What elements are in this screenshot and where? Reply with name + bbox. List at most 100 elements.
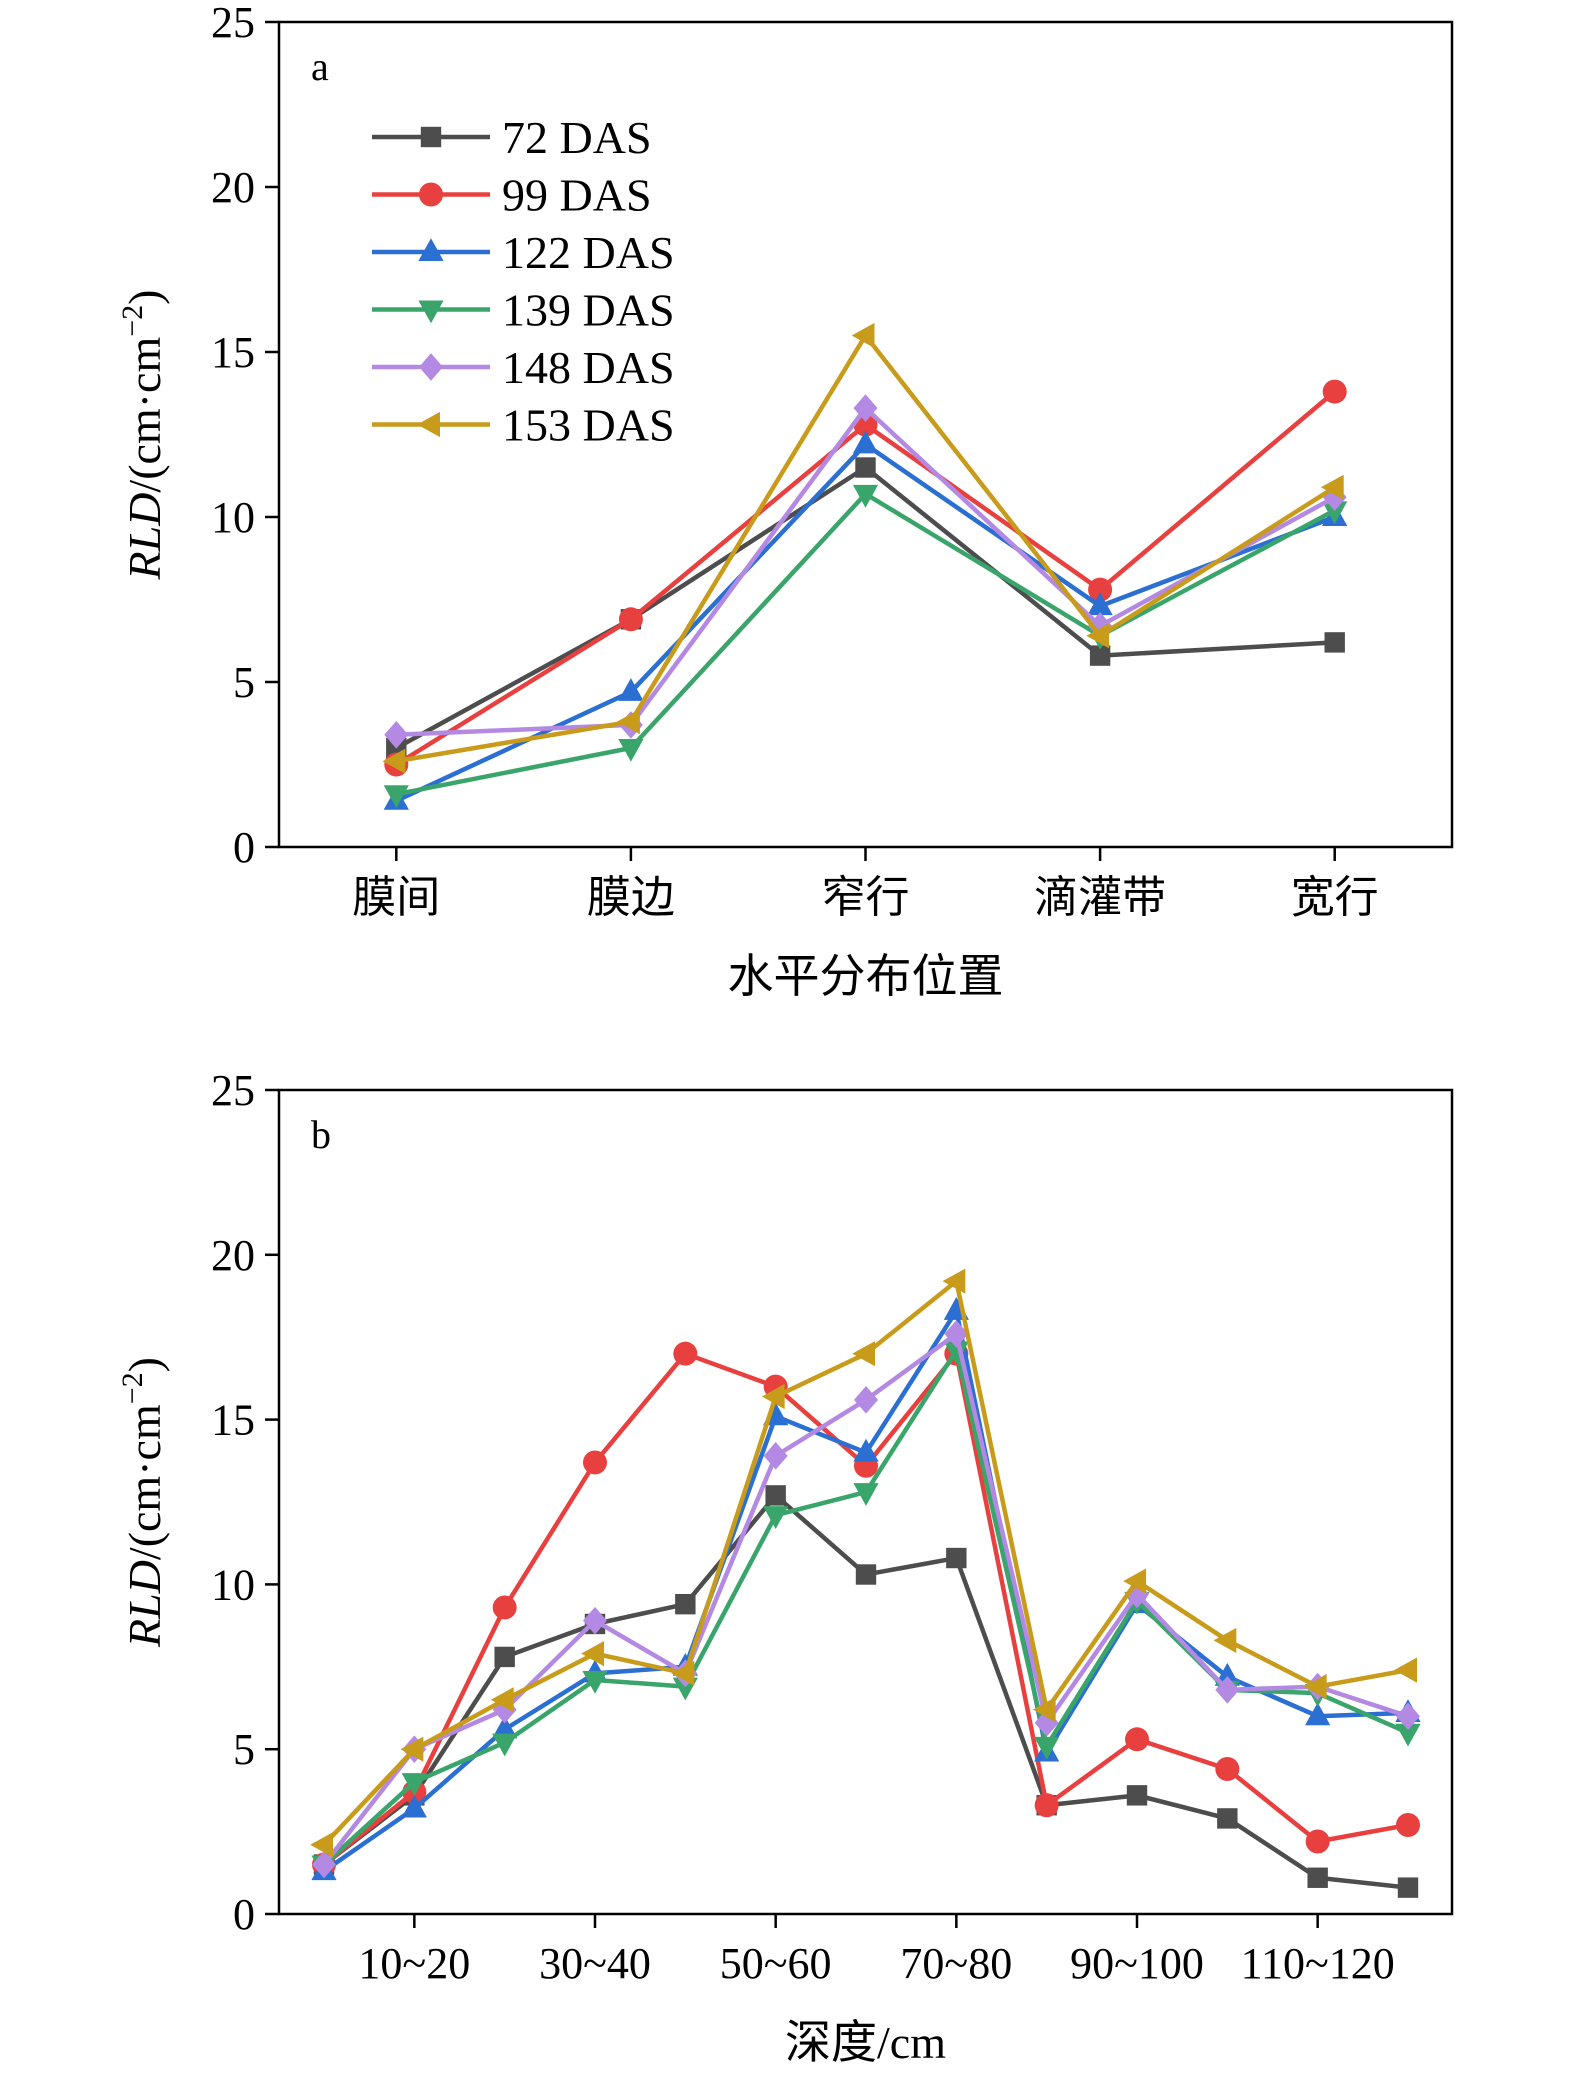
- data-point: [582, 1670, 608, 1694]
- data-point: [1126, 1785, 1148, 1806]
- data-point: [583, 1450, 607, 1475]
- data-point: [1397, 1877, 1419, 1898]
- data-point: [1215, 1676, 1240, 1704]
- series-line: [322, 1348, 1409, 1867]
- y-tick-label: 0: [233, 823, 255, 872]
- legend-entry: 139 DAS: [372, 285, 675, 336]
- y-tick-label: 15: [211, 328, 255, 377]
- data-point: [1322, 501, 1348, 525]
- series-99-das: [312, 1341, 1420, 1877]
- x-axis-title: 深度/cm: [785, 2017, 946, 2068]
- x-tick-label: 30~40: [539, 1939, 651, 1988]
- series-139-das: [311, 1341, 1421, 1879]
- data-point: [763, 1442, 788, 1470]
- data-point: [1125, 1727, 1149, 1752]
- data-point: [581, 1641, 604, 1667]
- legend-entry: 72 DAS: [372, 112, 652, 163]
- legend-entry: 148 DAS: [372, 342, 675, 393]
- legend-marker: [418, 300, 444, 324]
- data-point: [1396, 1702, 1420, 1731]
- x-tick-label: 110~120: [1241, 1939, 1395, 1988]
- data-point: [1034, 1736, 1060, 1760]
- y-tick-label: 5: [233, 1725, 255, 1774]
- legend-marker: [418, 238, 444, 261]
- data-point: [1394, 1657, 1417, 1683]
- data-point: [675, 1593, 696, 1615]
- data-point: [765, 1485, 786, 1506]
- x-tick-label: 宽行: [1291, 873, 1379, 922]
- data-point: [851, 322, 875, 349]
- legend-label: 148 DAS: [502, 342, 675, 393]
- data-point: [1320, 474, 1344, 500]
- plot-frame: [277, 1088, 1454, 1916]
- data-point: [1088, 577, 1113, 602]
- data-point: [383, 785, 409, 808]
- y-axis-title-italic: RLD: [119, 1560, 170, 1648]
- y-tick-label: 5: [233, 658, 255, 707]
- data-point: [492, 1715, 518, 1739]
- data-point: [852, 430, 879, 454]
- x-axis-title: 水平分布位置: [728, 951, 1004, 1002]
- data-point: [943, 1341, 969, 1365]
- y-tick-label: 10: [211, 1560, 255, 1609]
- data-point: [618, 678, 644, 701]
- legend-entry: 122 DAS: [372, 227, 675, 278]
- series-153-das: [382, 322, 1344, 774]
- y-axis-title-sup: −2: [116, 1372, 149, 1404]
- data-point: [617, 709, 640, 735]
- data-point: [673, 1341, 698, 1366]
- panel-label: b: [311, 1112, 331, 1157]
- legend-marker: [419, 182, 443, 207]
- legend-label: 99 DAS: [502, 170, 652, 221]
- data-point: [312, 1850, 336, 1879]
- x-tick-label: 膜边: [587, 873, 675, 922]
- series-148-das: [312, 1320, 1420, 1879]
- series-line: [395, 491, 1336, 797]
- data-point: [853, 1483, 879, 1506]
- data-point: [944, 1320, 969, 1348]
- y-axis-title-italic: RLD: [119, 493, 170, 581]
- y-tick-label: 15: [211, 1396, 255, 1445]
- data-point: [1322, 483, 1347, 511]
- panel-label: a: [311, 44, 329, 89]
- data-point: [1322, 379, 1347, 404]
- series-line: [322, 1351, 1409, 1867]
- x-tick-label: 10~20: [358, 1939, 470, 1988]
- data-point: [401, 1773, 427, 1796]
- y-axis-title-sup: −2: [116, 305, 149, 337]
- x-tick-label: 窄行: [822, 873, 910, 922]
- data-point: [310, 1832, 333, 1858]
- legend-label: 72 DAS: [502, 112, 652, 163]
- data-point: [618, 739, 644, 762]
- x-tick-label: 70~80: [900, 1939, 1012, 1988]
- data-point: [942, 1268, 966, 1294]
- data-point: [1215, 1756, 1240, 1781]
- data-point: [492, 1733, 518, 1757]
- data-point: [1324, 632, 1345, 653]
- data-point: [853, 394, 878, 422]
- data-point: [853, 1438, 879, 1462]
- y-tick-label: 10: [211, 493, 255, 542]
- data-point: [1213, 1627, 1237, 1654]
- data-point: [494, 1646, 515, 1668]
- legend-marker: [420, 126, 442, 148]
- data-point: [492, 1595, 517, 1620]
- legend-entry: 99 DAS: [372, 170, 652, 221]
- data-point: [852, 1341, 875, 1367]
- y-axis-title-unit: /(cm·cm: [119, 337, 170, 493]
- y-axis-title-unit: /(cm·cm: [119, 1404, 170, 1560]
- data-point: [1123, 1568, 1146, 1594]
- chart-panel-b: 0 5 10 15 20 25 10~20 30~40 50~60 70~80 90~100 110~…: [116, 1066, 1454, 2068]
- data-point: [855, 1564, 877, 1585]
- legend-label: 122 DAS: [502, 227, 675, 278]
- legend-entry: 153 DAS: [372, 400, 675, 451]
- data-point: [583, 1606, 607, 1635]
- data-point: [1396, 1813, 1420, 1838]
- data-point: [400, 1736, 424, 1762]
- data-point: [1305, 1829, 1330, 1854]
- y-tick-label: 25: [211, 1066, 255, 1115]
- data-point: [384, 721, 409, 749]
- series-153-das: [310, 1268, 1417, 1858]
